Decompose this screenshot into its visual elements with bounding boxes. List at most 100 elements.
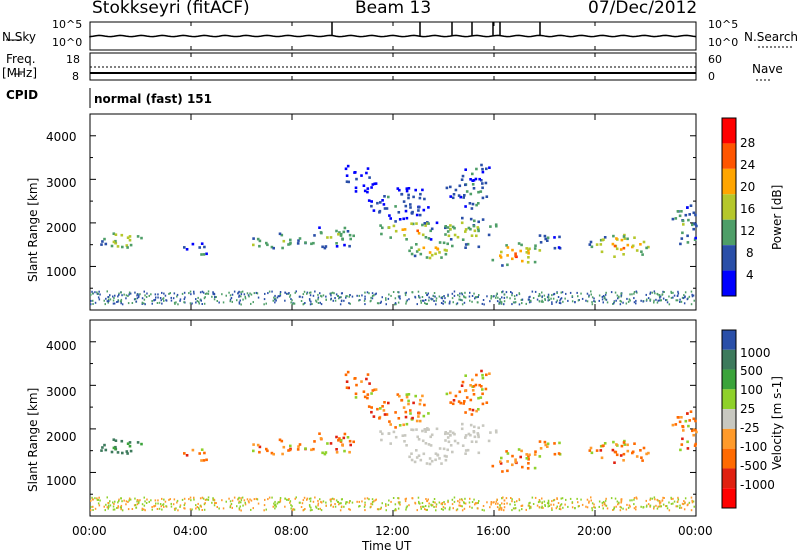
- power-cell: [633, 236, 636, 239]
- velocity-cell: [433, 498, 436, 500]
- velocity-cell: [97, 502, 100, 505]
- velocity-cell: [381, 405, 384, 408]
- velocity-cell: [657, 499, 659, 502]
- velocity-cell: [476, 432, 480, 435]
- power-cell: [560, 291, 562, 294]
- power-cell: [204, 292, 207, 295]
- power-cell: [137, 293, 139, 296]
- velocity-cell: [207, 498, 210, 501]
- freq-tick-high: 18: [66, 53, 80, 66]
- velocity-cell: [174, 508, 176, 511]
- velocity-cell: [598, 505, 600, 508]
- power-cell: [334, 297, 336, 299]
- velocity-cell: [434, 452, 438, 455]
- velocity-cell: [215, 502, 217, 504]
- velocity-cell: [302, 509, 304, 512]
- power-cell: [390, 294, 392, 297]
- power-cell: [419, 192, 422, 196]
- velocity-cell: [302, 499, 305, 502]
- power-cell: [629, 293, 631, 296]
- velocity-cell: [123, 499, 125, 502]
- velocity-cell: [289, 501, 291, 504]
- power-cell: [154, 298, 157, 301]
- power-cell: [469, 291, 471, 294]
- power-cell: [381, 226, 384, 230]
- power-cell: [222, 301, 225, 304]
- power-cell: [417, 248, 421, 251]
- power-cell: [388, 214, 391, 217]
- power-cell: [125, 294, 128, 297]
- power-cell: [184, 296, 186, 299]
- power-cell: [418, 294, 420, 297]
- power-cell: [196, 300, 199, 302]
- power-cell: [424, 302, 426, 305]
- power-cell: [453, 294, 456, 297]
- velocity-cell: [481, 388, 484, 391]
- power-cbar-tick: 12: [740, 224, 756, 238]
- power-cell: [397, 301, 400, 304]
- velocity-cell: [244, 503, 247, 506]
- velocity-cell: [271, 496, 273, 499]
- power-cell: [317, 298, 319, 301]
- velocity-cell: [606, 507, 609, 510]
- power-cell: [461, 299, 463, 302]
- power-cell: [499, 256, 503, 259]
- power-cell: [155, 296, 157, 299]
- power-cell: [496, 292, 498, 295]
- velocity-cell: [347, 386, 350, 390]
- velocity-cbar-swatch: [722, 369, 736, 390]
- velocity-cell: [238, 501, 240, 504]
- power-cell: [694, 223, 697, 226]
- power-cell: [339, 234, 343, 237]
- velocity-cell: [688, 501, 691, 504]
- power-cell: [622, 246, 626, 250]
- velocity-cell: [422, 452, 426, 456]
- velocity-cell: [119, 506, 122, 509]
- velocity-cell: [506, 452, 510, 455]
- power-cell: [690, 303, 693, 306]
- power-cell: [520, 299, 523, 301]
- power-cell: [464, 228, 468, 231]
- velocity-cell: [105, 503, 107, 506]
- power-cell: [688, 213, 691, 216]
- velocity-cell: [203, 451, 206, 455]
- power-cell: [319, 231, 323, 234]
- velocity-cell: [304, 508, 306, 510]
- power-cell: [381, 199, 384, 202]
- power-cell: [641, 253, 644, 256]
- velocity-cell: [690, 509, 693, 512]
- velocity-cell: [312, 500, 315, 503]
- power-cell: [161, 302, 163, 305]
- power-cell: [162, 298, 164, 300]
- power-cell: [129, 243, 133, 247]
- velocity-cell: [428, 502, 430, 505]
- power-cell: [642, 300, 644, 303]
- velocity-cell: [354, 377, 357, 380]
- velocity-cell: [121, 500, 123, 503]
- power-cell: [125, 297, 127, 300]
- power-cell: [351, 295, 354, 298]
- velocity-cell: [537, 501, 540, 504]
- velocity-cell: [366, 396, 369, 400]
- velocity-cell: [309, 500, 312, 503]
- velocity-cell: [668, 501, 670, 504]
- velocity-cell: [371, 501, 374, 503]
- power-cell: [247, 294, 250, 297]
- power-cell: [128, 235, 132, 238]
- power-cell: [274, 297, 277, 300]
- power-cell: [200, 299, 202, 302]
- velocity-cell: [312, 447, 315, 451]
- velocity-cell: [604, 504, 607, 507]
- velocity-cell: [539, 447, 543, 450]
- power-cell: [429, 229, 432, 233]
- power-cell: [282, 239, 286, 243]
- velocity-cell: [546, 502, 549, 505]
- power-cell: [486, 295, 488, 298]
- velocity-cell: [538, 440, 542, 443]
- velocity-cell: [692, 417, 696, 421]
- power-cell: [364, 291, 366, 294]
- velocity-cell: [385, 413, 389, 416]
- power-cell: [306, 292, 308, 295]
- power-cell: [613, 244, 617, 248]
- velocity-cell: [446, 432, 450, 435]
